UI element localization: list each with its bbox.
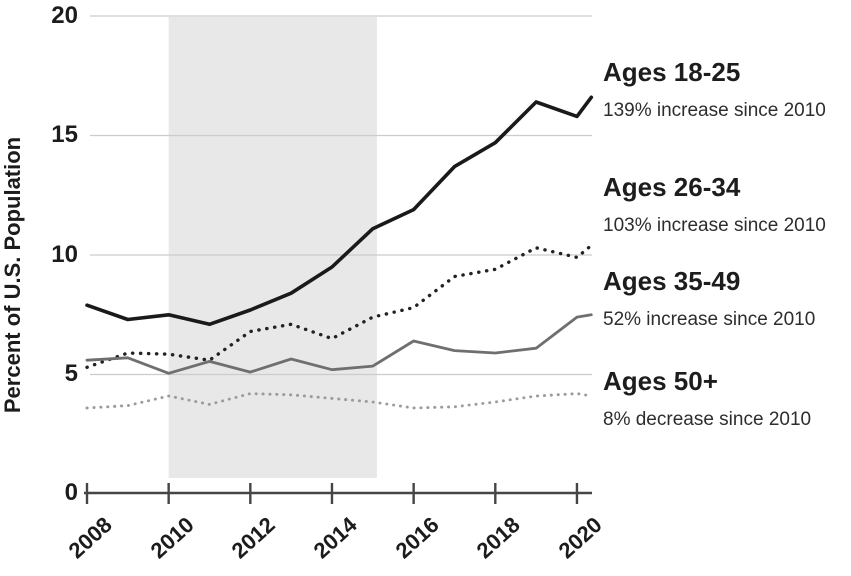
legend-title-ages-35-49: Ages 35-49 xyxy=(603,266,741,296)
y-tick-label-20: 20 xyxy=(51,2,78,29)
y-tick-label-5: 5 xyxy=(64,360,78,387)
series-line-ages-26-34 xyxy=(85,243,593,369)
series-line-ages-50- xyxy=(85,392,593,410)
legend-note-ages-35-49: 52% increase since 2010 xyxy=(603,309,816,330)
series-line-ages-18-25 xyxy=(85,95,594,327)
legend-title-ages-26-34: Ages 26-34 xyxy=(603,172,741,202)
y-tick-label-15: 15 xyxy=(51,121,78,148)
legend-title-ages-18-25: Ages 18-25 xyxy=(603,57,741,87)
y-axis-title-text: Percent of U.S. Population xyxy=(0,136,25,414)
y-axis-title: Percent of U.S. Population xyxy=(0,92,30,458)
y-tick-label-10: 10 xyxy=(51,241,78,268)
series-line-ages-35-49 xyxy=(85,313,593,375)
legend-note-ages-26-34: 103% increase since 2010 xyxy=(603,215,826,236)
legend-title-ages-50-plus: Ages 50+ xyxy=(603,366,718,396)
highlight-band-2010-2015 xyxy=(168,17,377,478)
legend-note-ages-18-25: 139% increase since 2010 xyxy=(603,100,826,121)
legend-note-ages-50-plus: 8% decrease since 2010 xyxy=(603,409,812,430)
y-tick-label-0: 0 xyxy=(64,479,78,506)
